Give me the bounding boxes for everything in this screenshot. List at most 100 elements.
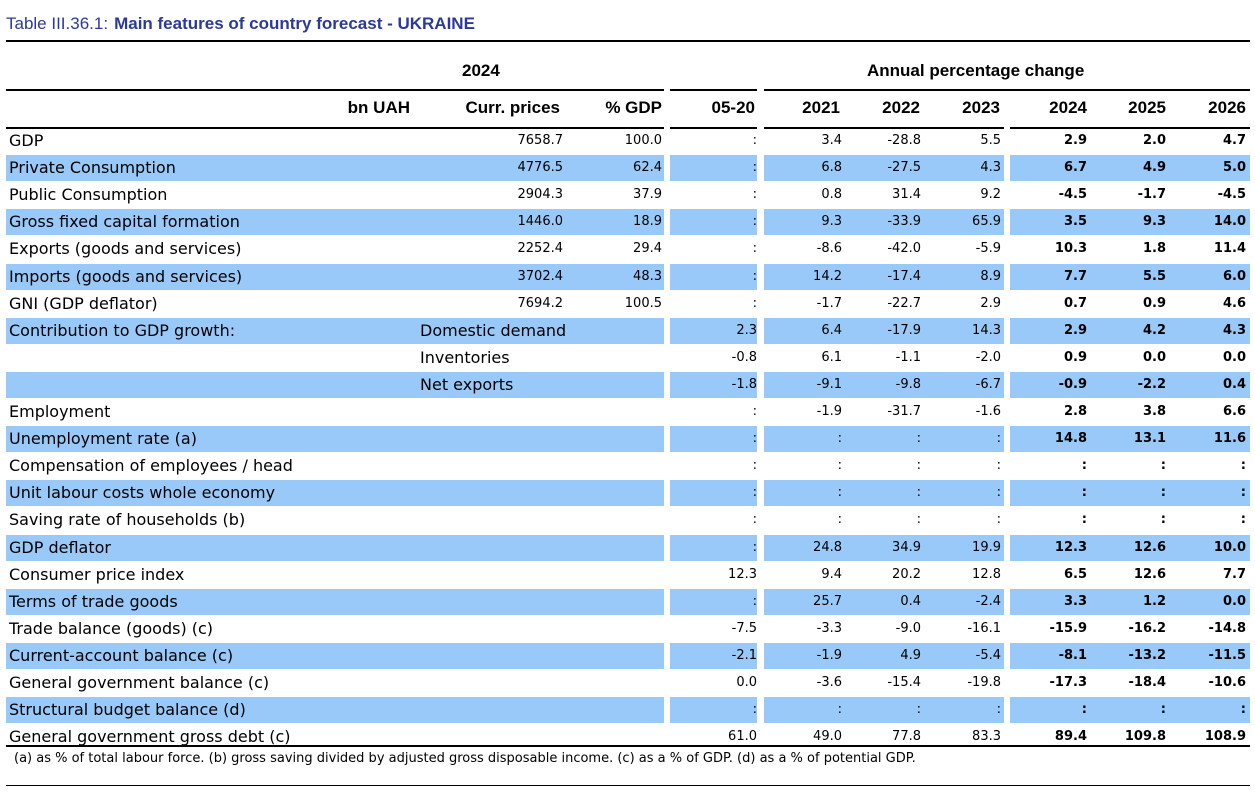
y2022-cell: :	[916, 512, 921, 528]
header-change-group: Annual percentage change	[867, 61, 1085, 80]
y2022-cell: -28.8	[887, 133, 921, 148]
y2021-cell: :	[837, 458, 842, 474]
y2023-cell: 19.9	[972, 539, 1001, 555]
y2022-cell: -9.0	[895, 620, 921, 636]
y2023-cell: 9.2	[980, 187, 1001, 203]
y2024-cell: 6.7	[1063, 160, 1087, 176]
row-label: Current-account balance (c)	[9, 645, 234, 665]
row-shade	[670, 209, 757, 236]
table-row: Contribution to GDP growth: Domestic dema…	[0, 317, 1255, 344]
row-label: General government balance (c)	[9, 673, 270, 692]
y2024-cell: :	[1081, 485, 1087, 501]
y2021-cell: -9.1	[816, 376, 842, 392]
y2021-cell: 9.4	[821, 566, 842, 582]
row-label: GDP	[9, 131, 44, 150]
table-row: Unit labour costs whole economy:::::::	[0, 480, 1255, 507]
y2024-cell: 10.3	[1054, 241, 1087, 257]
period-05-20-cell: :	[752, 160, 757, 176]
row-label: Private Consumption	[9, 158, 176, 178]
header-bottom-rule-a	[764, 127, 1004, 129]
period-05-20-cell: :	[752, 512, 757, 528]
row-shade	[6, 371, 664, 398]
y2022-cell: :	[916, 431, 921, 447]
table-row: Gross fixed capital formation 1446.0 18.9:…	[0, 209, 1255, 236]
y2026-cell: 6.0	[1222, 268, 1246, 284]
row-shade	[670, 697, 757, 724]
row-shade	[764, 588, 1004, 615]
y2022-cell: 4.9	[900, 647, 921, 663]
y2021-cell: -3.3	[816, 620, 842, 636]
table-row: Net exports -1.8 -9.1 -9.8 -6.7 -0.9 -2.2 0.4	[0, 371, 1255, 398]
y2026-cell: -11.5	[1208, 647, 1246, 663]
col-bn-uah-header: bn UAH	[347, 98, 410, 117]
y2026-cell: 6.6	[1222, 404, 1246, 419]
y2023-cell: 14.3	[972, 322, 1001, 338]
header-bottom-rule-left	[6, 127, 664, 129]
y2021-cell: -1.9	[816, 404, 842, 419]
header-rule-mid	[670, 89, 757, 91]
col-2025-header: 2025	[1128, 98, 1166, 117]
table-number: Table III.36.1:	[6, 14, 109, 33]
row-shade	[1010, 588, 1250, 615]
row-label: Consumer price index	[9, 564, 185, 584]
y2025-cell: -13.2	[1128, 647, 1166, 663]
row-label: GDP deflator	[9, 537, 111, 557]
y2023-cell: -19.8	[967, 675, 1001, 690]
row-shade	[1010, 155, 1250, 182]
col-05-20-header: 05-20	[711, 98, 755, 117]
y2026-cell: 4.3	[1222, 322, 1246, 338]
period-05-20-cell: -0.8	[731, 349, 757, 365]
y2022-cell: 0.4	[900, 593, 921, 609]
row-shade	[670, 642, 757, 669]
footnote: (a) as % of total labour force. (b) gros…	[14, 751, 916, 766]
table-row: Inventories -0.8 6.1 -1.1 -2.0 0.9 0.0 0.0	[0, 345, 1255, 371]
bottom-rule	[6, 745, 1250, 747]
row-sublabel: Net exports	[420, 374, 514, 394]
y2022-cell: -27.5	[887, 160, 921, 176]
table-row: Public Consumption 2904.3 37.9: 0.8 31.4 9.2 -…	[0, 182, 1255, 208]
table-title: Table III.36.1: Main features of country …	[6, 14, 475, 34]
y2021-cell: -1.7	[816, 295, 842, 311]
y2026-cell: 4.6	[1222, 295, 1246, 311]
y2025-cell: 0.9	[1142, 295, 1166, 311]
table-row: General government gross debt (c) 61.0 49.…	[0, 724, 1255, 750]
y2024-cell: 3.3	[1063, 593, 1087, 609]
y2024-cell: 14.8	[1054, 431, 1087, 447]
row-shade	[1010, 534, 1250, 561]
row-label: Structural budget balance (d)	[9, 700, 246, 720]
row-shade	[764, 263, 1004, 290]
y2021-cell: 24.8	[813, 539, 842, 555]
y2024-cell: 0.9	[1063, 349, 1087, 365]
period-05-20-cell: :	[752, 702, 757, 718]
pct-gdp-cell: 100.0	[624, 133, 662, 148]
y2024-cell: :	[1081, 512, 1087, 528]
period-05-20-cell: :	[752, 485, 757, 501]
y2026-cell: 0.0	[1222, 349, 1246, 365]
y2026-cell: :	[1240, 485, 1246, 501]
header-year-group: 2024	[462, 61, 500, 80]
y2023-cell: :	[996, 458, 1001, 474]
table-row: Terms of trade goods: 25.7 0.4 -2.4 3.3 1.2 0.…	[0, 588, 1255, 615]
row-shade	[670, 534, 757, 561]
table-row: GDP deflator: 24.8 34.9 19.9 12.3 12.6 10.0	[0, 534, 1255, 561]
row-label: Unit labour costs whole economy	[9, 483, 276, 503]
y2026-cell: -14.8	[1208, 620, 1246, 636]
row-shade	[6, 480, 664, 507]
y2022-cell: -1.1	[895, 349, 921, 365]
y2021-cell: 0.8	[821, 187, 842, 203]
y2021-cell: :	[837, 485, 842, 501]
period-05-20-cell: 0.0	[736, 675, 757, 690]
pct-gdp-cell: 29.4	[633, 241, 662, 257]
y2025-cell: :	[1160, 512, 1166, 528]
y2025-cell: 12.6	[1133, 566, 1166, 582]
y2021-cell: 3.4	[821, 133, 842, 148]
row-label: Contribution to GDP growth:	[9, 320, 236, 340]
table-row: Structural budget balance (d):::::::	[0, 697, 1255, 724]
y2023-cell: -6.7	[975, 376, 1001, 392]
header-rule-left	[6, 89, 664, 91]
y2022-cell: -33.9	[887, 214, 921, 230]
y2026-cell: 5.0	[1222, 160, 1246, 176]
table-heading: Main features of country forecast - UKRA…	[114, 14, 475, 33]
row-shade	[1010, 317, 1250, 344]
row-shade	[670, 371, 757, 398]
